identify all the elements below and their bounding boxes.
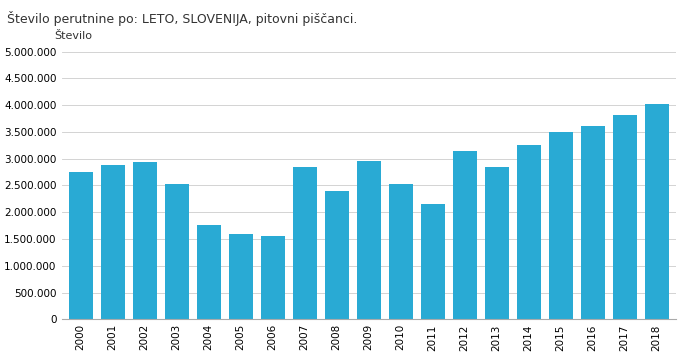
Text: Število: Število: [54, 31, 92, 41]
Bar: [228, 234, 253, 319]
Text: Število perutnine po: LETO, SLOVENIJA, pitovni piščanci.: Število perutnine po: LETO, SLOVENIJA, p…: [7, 11, 357, 26]
Bar: [421, 204, 445, 319]
Bar: [133, 163, 156, 319]
Bar: [517, 145, 541, 319]
Bar: [324, 191, 349, 319]
Bar: [197, 224, 221, 319]
Bar: [101, 165, 124, 319]
Bar: [389, 184, 413, 319]
Bar: [613, 115, 636, 319]
Bar: [69, 172, 92, 319]
Bar: [292, 167, 317, 319]
Bar: [485, 167, 509, 319]
Bar: [357, 161, 381, 319]
Bar: [260, 236, 285, 319]
Bar: [645, 104, 668, 319]
Bar: [165, 184, 189, 319]
Bar: [581, 126, 605, 319]
Bar: [453, 151, 477, 319]
Bar: [549, 132, 573, 319]
